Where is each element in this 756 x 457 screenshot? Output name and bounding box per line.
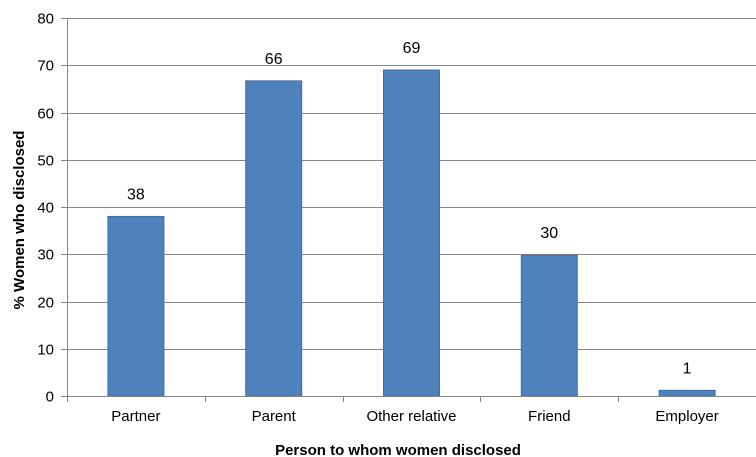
y-tick-label-70: 70	[37, 58, 54, 75]
y-tick-label-80: 80	[37, 11, 54, 28]
x-axis-title: Person to whom women disclosed	[275, 442, 521, 457]
y-tick-label-50: 50	[37, 153, 54, 170]
bar-parent	[245, 80, 303, 397]
x-tick-label-parent: Parent	[252, 408, 297, 425]
x-tick-label-partner: Partner	[111, 408, 160, 425]
data-label-other-relative: 69	[403, 40, 421, 57]
y-tick-label-20: 20	[37, 295, 54, 312]
x-tick-labels: Partner Parent Other relative Friend Employe…	[111, 408, 718, 425]
y-tick-label-40: 40	[37, 200, 54, 217]
bar-friend	[520, 254, 578, 397]
bar-other-relative	[383, 69, 440, 397]
bar-employer	[658, 389, 716, 397]
y-axis-title: % Women who disclosed	[11, 131, 28, 310]
data-label-friend: 30	[540, 225, 558, 242]
data-labels: 38 66 69 30 1	[127, 40, 692, 377]
x-tick-label-employer: Employer	[655, 408, 718, 425]
y-tick-label-60: 60	[37, 106, 54, 123]
bars	[107, 69, 716, 397]
y-tick-label-10: 10	[37, 342, 54, 359]
x-tick-label-other-relative: Other relative	[366, 408, 456, 425]
axes	[61, 18, 756, 402]
bar-partner	[107, 215, 165, 397]
y-tick-label-0: 0	[46, 389, 54, 406]
y-tick-label-30: 30	[37, 247, 54, 264]
data-label-parent: 66	[265, 51, 283, 68]
y-tick-labels: 0 10 20 30 40 50 60 70 80	[37, 11, 54, 406]
x-tick-label-friend: Friend	[528, 408, 571, 425]
data-label-employer: 1	[683, 360, 692, 377]
data-label-partner: 38	[127, 186, 145, 203]
